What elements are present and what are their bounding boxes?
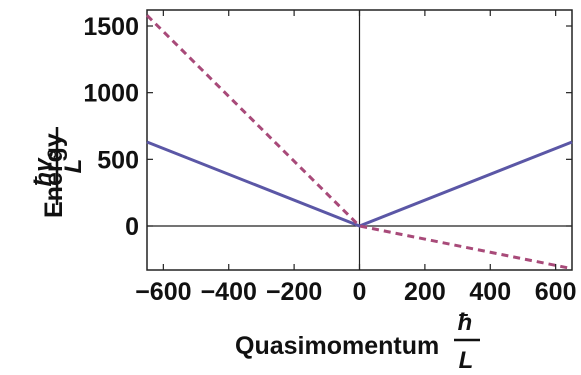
y-unit-numerator: ħvs (30, 149, 60, 186)
x-tick-label: 400 (469, 278, 511, 306)
dashed-dispersion-line (145, 14, 573, 271)
x-tick-label: 600 (535, 278, 577, 306)
x-tick-label: −400 (201, 278, 257, 306)
x-tick-label: −200 (266, 278, 322, 306)
x-unit-numerator: ħ (458, 309, 473, 336)
x-tick-label: 200 (404, 278, 446, 306)
y-axis-label: Energy (40, 133, 68, 218)
plot-frame (146, 9, 573, 271)
y-tick-label: 0 (125, 213, 139, 241)
x-axis-label: Quasimomentum (235, 332, 439, 360)
x-unit-denominator: L (459, 347, 474, 374)
y-tick-label: 500 (97, 146, 139, 174)
tick-layer: −600 −400 −200 0 200 400 600 0 500 1000 1500 (83, 10, 577, 306)
solid-dispersion-line (146, 140, 573, 228)
y-axis-title-group: Energy ħvs L (30, 127, 87, 218)
y-tick-label: 1500 (83, 13, 139, 41)
y-tick-label: 1000 (83, 80, 139, 108)
x-axis-title-group: Quasimomentum ħ L (235, 309, 480, 374)
x-tick-label: −600 (135, 278, 191, 306)
y-unit-denominator: L (60, 159, 87, 174)
x-tick-label: 0 (353, 278, 367, 306)
series-layer (145, 14, 573, 271)
